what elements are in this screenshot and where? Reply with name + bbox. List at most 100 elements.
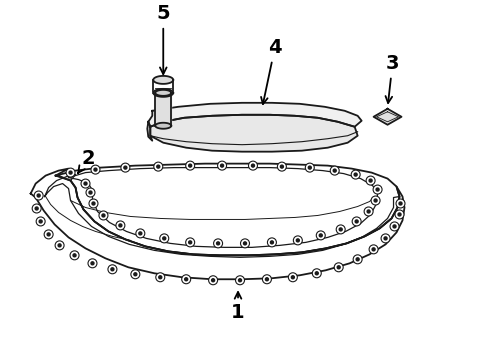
Circle shape [157,165,160,168]
Circle shape [111,268,114,271]
Circle shape [373,185,382,194]
Circle shape [248,161,257,170]
Circle shape [280,165,283,168]
Circle shape [102,214,105,217]
Text: 4: 4 [261,38,282,104]
Circle shape [364,207,373,216]
Circle shape [236,276,245,285]
Circle shape [399,202,402,205]
Circle shape [94,168,97,171]
Circle shape [336,225,345,234]
Circle shape [217,242,220,245]
Circle shape [70,251,79,260]
Circle shape [268,238,276,247]
Text: 5: 5 [156,4,170,74]
Circle shape [186,238,195,247]
Circle shape [374,199,377,202]
Circle shape [89,199,98,208]
Circle shape [66,168,75,177]
Circle shape [354,173,357,176]
Polygon shape [147,122,152,141]
Circle shape [263,275,271,284]
Circle shape [99,211,108,220]
Circle shape [315,272,318,275]
Circle shape [124,166,127,169]
Circle shape [294,236,302,245]
Circle shape [396,199,405,208]
Circle shape [334,263,343,272]
Circle shape [337,266,340,269]
Circle shape [356,258,359,261]
Circle shape [121,163,130,172]
Circle shape [244,242,246,245]
Circle shape [384,237,387,240]
Circle shape [339,228,342,231]
Circle shape [35,207,38,210]
Circle shape [189,241,192,244]
Circle shape [371,196,380,205]
Circle shape [218,161,226,170]
Circle shape [154,162,163,171]
Circle shape [47,233,50,236]
Circle shape [91,165,100,174]
Circle shape [139,232,142,235]
Circle shape [214,239,222,248]
Text: 2: 2 [78,149,96,173]
Circle shape [81,179,90,188]
Circle shape [185,278,188,281]
Circle shape [305,163,314,172]
Polygon shape [150,115,358,152]
Text: 1: 1 [231,292,245,322]
Circle shape [296,239,299,242]
Circle shape [44,230,53,239]
Polygon shape [155,93,171,126]
Circle shape [84,182,87,185]
Circle shape [376,188,379,191]
Circle shape [352,217,361,226]
Circle shape [108,265,117,274]
Circle shape [37,194,40,197]
Circle shape [220,164,223,167]
Circle shape [131,270,140,279]
Circle shape [86,188,95,197]
Circle shape [395,210,404,219]
Circle shape [239,279,242,282]
Circle shape [39,220,42,223]
Polygon shape [155,123,171,129]
Circle shape [89,191,92,194]
Circle shape [156,273,165,282]
Circle shape [333,169,336,172]
Circle shape [92,202,95,205]
Circle shape [292,276,294,279]
Polygon shape [373,109,401,125]
Circle shape [369,245,378,254]
Circle shape [134,273,137,276]
Circle shape [251,164,254,167]
Circle shape [390,222,399,231]
Circle shape [381,234,390,243]
Polygon shape [153,89,173,97]
Circle shape [119,224,122,227]
Circle shape [116,221,125,230]
Circle shape [367,210,370,213]
Circle shape [209,276,218,285]
Circle shape [159,276,162,279]
Circle shape [69,171,72,174]
Circle shape [316,231,325,240]
Circle shape [55,241,64,250]
Circle shape [186,161,195,170]
Circle shape [160,234,169,243]
Circle shape [366,176,375,185]
Circle shape [32,204,41,213]
Circle shape [393,225,396,228]
Circle shape [36,217,45,226]
Circle shape [351,170,360,179]
Circle shape [369,179,372,182]
Text: 3: 3 [386,54,399,103]
Circle shape [163,237,166,240]
Circle shape [308,166,311,169]
Circle shape [266,278,269,281]
Circle shape [312,269,321,278]
Circle shape [277,162,286,171]
Circle shape [319,234,322,237]
